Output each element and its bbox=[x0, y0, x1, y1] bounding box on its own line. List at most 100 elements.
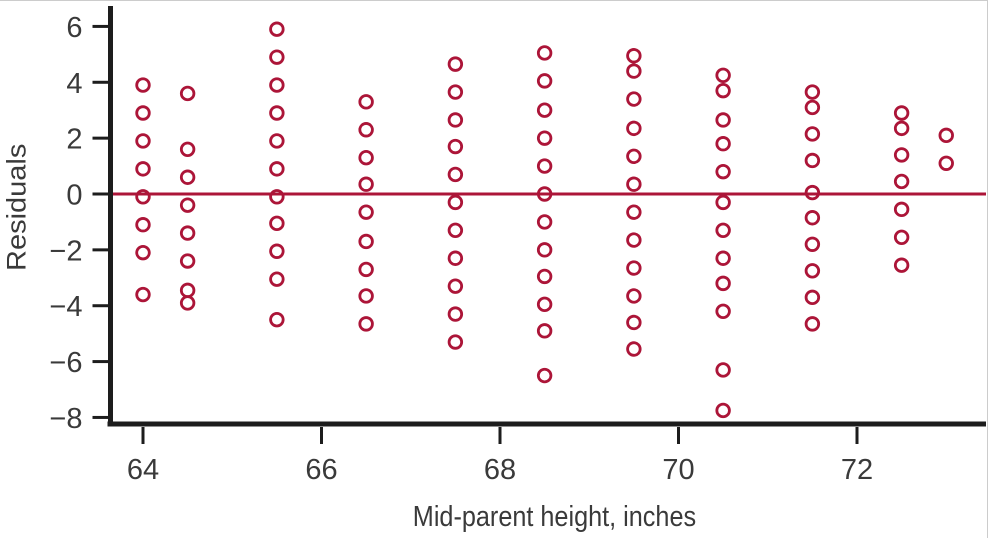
data-point bbox=[893, 229, 910, 245]
data-point bbox=[626, 48, 642, 64]
data-point bbox=[447, 56, 464, 72]
data-point bbox=[179, 169, 196, 185]
x-tick-label: 72 bbox=[841, 454, 873, 486]
data-point bbox=[135, 77, 151, 93]
data-point bbox=[804, 263, 821, 279]
x-tick-label: 68 bbox=[484, 454, 516, 486]
data-point bbox=[358, 316, 374, 332]
data-point bbox=[626, 148, 642, 164]
data-point bbox=[804, 210, 821, 226]
data-point bbox=[536, 296, 553, 313]
data-point bbox=[715, 194, 731, 211]
data-point bbox=[804, 99, 821, 116]
data-point bbox=[536, 268, 553, 285]
x-axis-title: Mid-parent height, inches bbox=[412, 501, 697, 533]
data-point bbox=[893, 173, 910, 190]
data-point bbox=[269, 49, 285, 65]
data-point bbox=[447, 306, 464, 322]
data-point bbox=[135, 217, 151, 233]
x-tick-label: 64 bbox=[127, 454, 159, 486]
data-point bbox=[715, 163, 731, 180]
data-point bbox=[626, 204, 642, 220]
data-point bbox=[536, 130, 553, 146]
data-point bbox=[447, 250, 464, 266]
data-point bbox=[269, 271, 285, 287]
data-point bbox=[536, 214, 553, 230]
data-point bbox=[715, 222, 731, 239]
data-point bbox=[804, 316, 821, 332]
data-point bbox=[536, 158, 553, 174]
data-point bbox=[938, 127, 954, 144]
data-point bbox=[358, 122, 374, 138]
data-point bbox=[358, 261, 374, 278]
data-point bbox=[269, 243, 285, 259]
data-point bbox=[715, 402, 731, 419]
data-point bbox=[269, 189, 285, 205]
data-point bbox=[447, 194, 464, 211]
data-point bbox=[804, 152, 821, 169]
data-point bbox=[179, 85, 196, 102]
data-point bbox=[358, 288, 374, 304]
data-point bbox=[135, 286, 151, 303]
data-point bbox=[626, 260, 642, 276]
data-point bbox=[179, 282, 196, 299]
data-point bbox=[269, 215, 285, 232]
data-point bbox=[893, 147, 910, 163]
data-point bbox=[358, 204, 374, 220]
data-point bbox=[135, 105, 151, 121]
data-point bbox=[626, 288, 642, 304]
data-point bbox=[447, 222, 464, 239]
y-tick-label: 4 bbox=[66, 68, 82, 100]
data-point bbox=[715, 275, 731, 292]
data-point bbox=[447, 112, 464, 128]
data-point bbox=[626, 176, 642, 192]
y-tick-label: −4 bbox=[49, 291, 82, 323]
data-point bbox=[135, 189, 151, 205]
data-point bbox=[626, 63, 642, 79]
data-point bbox=[536, 45, 553, 61]
data-point bbox=[135, 161, 151, 177]
data-point bbox=[804, 289, 821, 306]
data-point bbox=[536, 323, 553, 339]
data-point bbox=[269, 161, 285, 177]
data-point bbox=[179, 197, 196, 213]
y-tick-label: −2 bbox=[49, 235, 82, 267]
data-point bbox=[447, 138, 464, 155]
data-point bbox=[269, 311, 285, 328]
y-tick-label: −8 bbox=[49, 403, 82, 435]
data-point bbox=[715, 303, 731, 320]
data-point bbox=[536, 186, 553, 202]
data-point bbox=[179, 141, 196, 158]
data-point bbox=[135, 244, 151, 261]
data-point bbox=[269, 77, 285, 93]
data-point bbox=[804, 236, 821, 252]
data-point bbox=[626, 341, 642, 357]
data-point bbox=[893, 120, 910, 137]
x-tick-label: 66 bbox=[305, 454, 337, 486]
data-point bbox=[715, 82, 731, 99]
data-point bbox=[536, 242, 553, 258]
data-point bbox=[804, 84, 821, 100]
data-point bbox=[179, 225, 196, 241]
data-point bbox=[715, 67, 731, 83]
y-tick-label: 0 bbox=[66, 180, 82, 212]
data-point bbox=[358, 149, 374, 166]
data-point bbox=[626, 91, 642, 107]
data-point bbox=[715, 136, 731, 152]
data-point bbox=[715, 250, 731, 266]
data-point bbox=[626, 232, 642, 248]
data-point bbox=[536, 367, 553, 384]
data-point bbox=[358, 176, 374, 192]
data-point bbox=[447, 166, 464, 183]
data-point bbox=[626, 120, 642, 137]
data-point bbox=[715, 362, 731, 378]
data-point bbox=[358, 233, 374, 250]
y-axis-title: Residuals bbox=[1, 143, 33, 271]
data-point bbox=[938, 155, 954, 171]
data-point bbox=[893, 257, 910, 273]
data-point bbox=[804, 126, 821, 142]
data-point bbox=[269, 105, 285, 121]
y-tick-label: 2 bbox=[66, 124, 82, 156]
